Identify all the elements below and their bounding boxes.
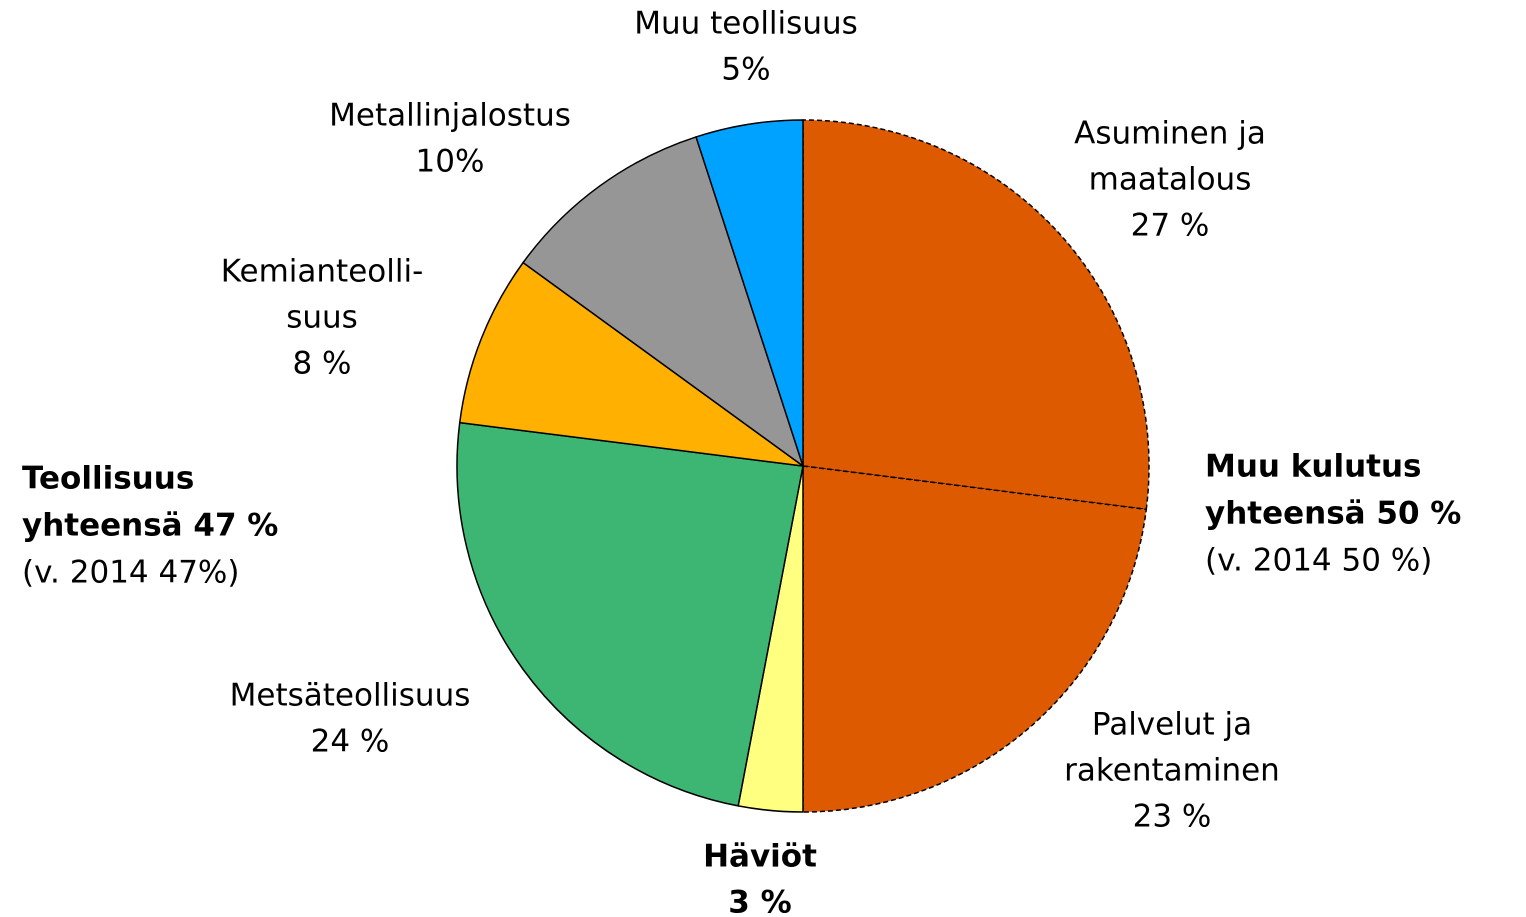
pie-slice [458,261,804,467]
group-note: (v. 2014 47%) [22,555,239,591]
value-label: 8 % [292,346,351,382]
value-label: 3 % [728,885,791,917]
value-label: 5% [721,52,770,88]
slice-label: rakentaminen [1064,753,1280,789]
slice-label: Asuminen ja [1074,116,1266,152]
slice-label: Kemianteolli- [221,254,424,290]
pie-slice [802,119,1150,511]
pie-slice [522,135,805,468]
value-label: 10% [416,144,485,180]
slice-label: Metsäteollisuus [230,678,471,714]
pie-slice [695,119,804,467]
slice-label: suus [286,300,358,336]
value-label: 24 % [311,724,390,760]
slice-label: Metallinjalostus [329,98,571,134]
value-label: 23 % [1133,799,1212,835]
group-total: Teollisuus [22,461,194,497]
group-total: yhteensä 50 % [1205,496,1461,532]
group-note: (v. 2014 50 %) [1205,543,1432,579]
slice-label: maatalous [1089,162,1252,198]
slice-label: Muu teollisuus [634,6,858,42]
slice-label: Palvelut ja [1092,707,1252,743]
group-total: Muu kulutus [1205,449,1422,485]
slice-label: Häviöt [703,839,817,875]
value-label: 27 % [1131,208,1210,244]
pie-slice [456,421,804,807]
pie-slice [802,465,1148,813]
group-total: yhteensä 47 % [22,508,278,544]
